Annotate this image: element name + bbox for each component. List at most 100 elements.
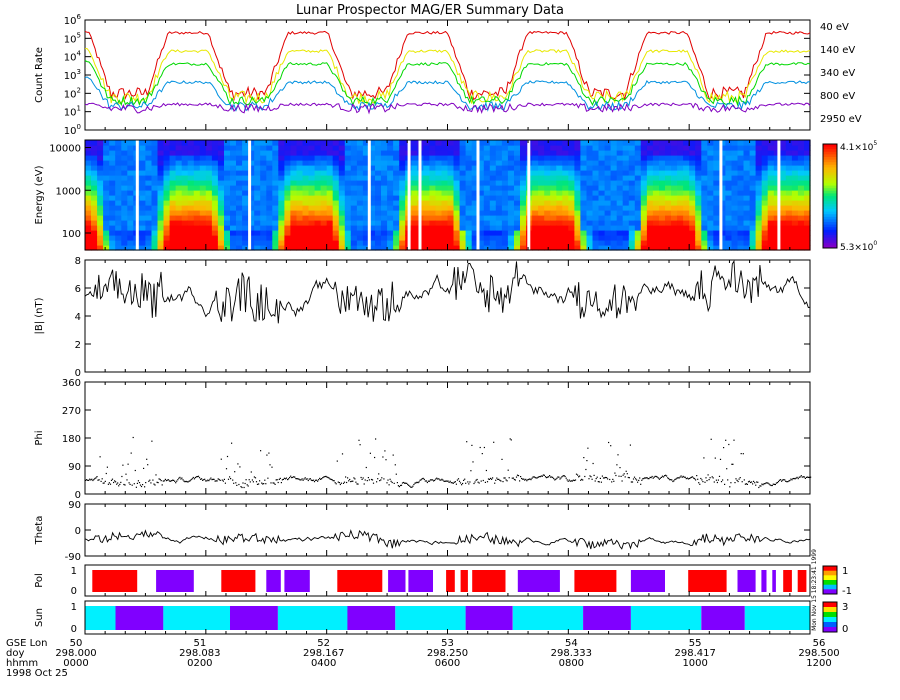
spectrogram-cell — [785, 150, 793, 156]
spectrogram-cell — [199, 235, 207, 241]
phi-point — [95, 477, 97, 479]
panel-5-colorbar-min: -1 — [842, 586, 852, 597]
spectrogram-cell — [640, 150, 648, 156]
spectrogram-cell — [604, 165, 612, 171]
spectrogram-cell — [338, 220, 346, 226]
spectrogram-cell — [550, 175, 557, 181]
spectrogram-cell — [429, 190, 436, 196]
phi-point — [397, 485, 399, 487]
spectrogram-cell — [556, 160, 563, 166]
spectrogram-cell — [665, 210, 672, 216]
phi-point — [111, 478, 114, 480]
spectrogram-cell — [320, 225, 328, 231]
spectrogram-cell — [646, 200, 654, 206]
spectrogram-cell — [465, 190, 473, 196]
spectrogram-cell — [326, 235, 334, 241]
spectrogram-cell — [447, 200, 455, 206]
spectrogram-cell — [272, 145, 279, 151]
spectrogram-cell — [628, 185, 636, 191]
spectrogram-cell — [749, 190, 757, 196]
spectrogram-cell — [556, 185, 563, 191]
spectrogram-cell — [532, 210, 539, 216]
spectrogram-cell — [586, 170, 594, 176]
spectrogram-cell — [628, 220, 636, 226]
spectrogram-colorbar-step — [823, 170, 837, 173]
spectrogram-cell — [308, 170, 316, 176]
spectrogram-cell — [797, 175, 805, 181]
spectrogram-cell — [598, 160, 606, 166]
spectrogram-cell — [278, 200, 285, 206]
spectrogram-cell — [193, 210, 201, 216]
phi-point — [603, 477, 606, 479]
phi-point — [434, 479, 436, 481]
spectrogram-cell — [477, 170, 485, 176]
spectrogram-cell — [731, 240, 739, 246]
spectrogram-cell — [489, 145, 497, 151]
spectrogram-cell — [278, 155, 285, 161]
phi-point — [129, 483, 131, 485]
x-axis-hhmm-label: 0800 — [559, 658, 584, 669]
spectrogram-cell — [97, 235, 104, 241]
spectrogram-cell — [604, 185, 612, 191]
spectrogram-cell — [646, 170, 654, 176]
phi-point — [767, 482, 769, 484]
spectrogram-cell — [652, 215, 660, 221]
spectrogram-cell — [423, 195, 430, 201]
phi-point — [485, 469, 487, 472]
spectrogram-cell — [338, 225, 346, 231]
spectrogram-cell — [544, 145, 551, 151]
spectrogram-cell — [236, 145, 243, 151]
spectrogram-cell — [236, 165, 243, 171]
phi-point — [508, 477, 510, 479]
phi-point — [161, 484, 163, 486]
phi-point — [356, 483, 358, 485]
spectrogram-cell — [592, 210, 600, 216]
spectrogram-cell — [701, 145, 708, 151]
spectrogram-cell — [199, 140, 207, 146]
spectrogram-cell — [121, 245, 128, 251]
spectrogram-cell — [109, 140, 116, 146]
spectrogram-cell — [797, 190, 805, 196]
spectrogram-cell — [205, 245, 213, 251]
phi-point — [716, 481, 718, 484]
spectrogram-cell — [411, 195, 418, 201]
phi-point — [230, 478, 232, 480]
phi-point — [391, 481, 393, 484]
phi-point — [341, 453, 344, 455]
spectrogram-cell — [495, 235, 503, 241]
spectrogram-cell — [610, 215, 618, 221]
spectrogram-cell — [151, 235, 159, 241]
spectrogram-cell — [489, 240, 497, 246]
spectrogram-cell — [284, 220, 291, 226]
spectrogram-cell — [592, 225, 600, 231]
spectrogram-cell — [242, 160, 249, 166]
spectrogram-cell — [568, 220, 575, 226]
spectrogram-cell — [568, 170, 575, 176]
spectrogram-cell — [610, 210, 618, 216]
spectrogram-cell — [362, 170, 370, 176]
spectrogram-cell — [495, 245, 503, 251]
spectrogram-cell — [236, 230, 243, 236]
spectrogram-cell — [224, 240, 231, 246]
spectrogram-cell — [713, 140, 720, 146]
spectrogram-cell — [677, 170, 684, 176]
spectrogram-cell — [429, 145, 436, 151]
spectrogram-cell — [181, 200, 189, 206]
x-axis-lon-label: 55 — [689, 638, 702, 649]
spectrogram-cell — [477, 165, 485, 171]
spectrogram-cell — [399, 160, 406, 166]
spectrogram-cell — [224, 215, 231, 221]
spectrogram-cell — [169, 230, 177, 236]
spectrogram-cell — [520, 170, 527, 176]
spectrogram-cell — [791, 215, 799, 221]
spectrogram-cell — [193, 185, 201, 191]
spectrogram-cell — [761, 205, 769, 211]
spectrogram-cell — [586, 210, 594, 216]
phi-point — [383, 478, 385, 480]
spectrogram-cell — [804, 165, 811, 171]
spectrogram-cell — [429, 160, 436, 166]
spectrogram-cell — [199, 150, 207, 156]
spectrogram-cell — [272, 200, 279, 206]
spectrogram-colorbar-step — [823, 198, 837, 202]
phi-point — [307, 479, 309, 482]
